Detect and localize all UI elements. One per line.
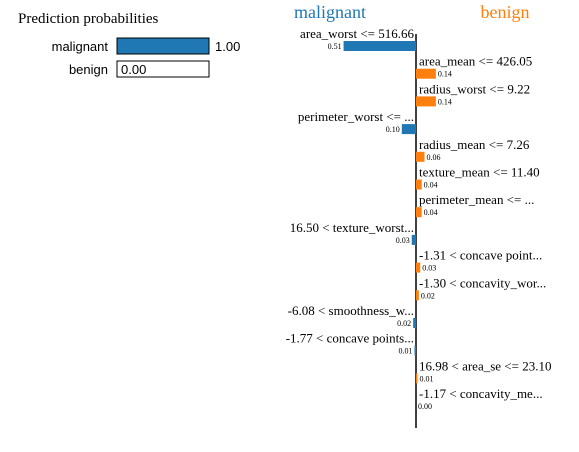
feature-bar-1 <box>416 69 436 79</box>
feature-weight-6: 0.04 <box>424 208 438 217</box>
feature-weight-8: 0.03 <box>422 264 436 273</box>
feature-bar-9 <box>416 290 419 300</box>
feature-bar-2 <box>416 96 436 106</box>
feature-label-3: perimeter_worst <= ... <box>298 109 414 124</box>
feature-weight-1: 0.14 <box>438 70 452 79</box>
probability-value-benign: 0.00 <box>121 62 146 77</box>
feature-label-10: -6.08 < smoothness_w... <box>288 303 414 318</box>
feature-weight-0: 0.51 <box>328 42 342 51</box>
feature-weight-11: 0.01 <box>399 347 413 356</box>
feature-bar-8 <box>416 263 420 273</box>
class-label-malignant: malignant <box>294 2 366 22</box>
feature-bar-3 <box>402 124 416 134</box>
feature-label-0: area_worst <= 516.66 <box>300 26 414 41</box>
feature-weight-10: 0.02 <box>397 319 411 328</box>
feature-label-12: 16.98 < area_se <= 23.10 <box>419 358 551 373</box>
feature-label-4: radius_mean <= 7.26 <box>419 137 530 152</box>
probability-bar-malignant <box>117 38 209 54</box>
feature-bar-6 <box>416 207 422 217</box>
feature-label-6: perimeter_mean <= ... <box>419 192 534 207</box>
feature-bar-7 <box>412 235 416 245</box>
feature-bar-4 <box>416 152 425 162</box>
feature-bar-0 <box>344 41 416 51</box>
feature-weight-9: 0.02 <box>421 291 435 300</box>
class-label-benign: benign <box>481 2 530 22</box>
feature-label-7: 16.50 < texture_worst... <box>290 220 414 235</box>
feature-weight-4: 0.06 <box>427 153 441 162</box>
feature-weights-chart: malignant benign area_worst <= 516.660.5… <box>286 2 552 428</box>
probability-value-malignant: 1.00 <box>215 39 240 54</box>
feature-weight-12: 0.01 <box>420 374 434 383</box>
feature-bar-10 <box>413 318 416 328</box>
feature-label-11: -1.77 < concave points... <box>286 331 414 346</box>
feature-bar-5 <box>416 180 422 190</box>
feature-label-2: radius_worst <= 9.22 <box>419 81 530 96</box>
feature-weight-3: 0.10 <box>386 125 400 134</box>
feature-weight-7: 0.03 <box>396 236 410 245</box>
feature-label-1: area_mean <= 426.05 <box>419 54 532 69</box>
feature-bar-12 <box>416 373 418 383</box>
feature-label-8: -1.31 < concave point... <box>419 248 542 263</box>
probability-label-benign: benign <box>69 62 108 77</box>
feature-weight-2: 0.14 <box>438 97 452 106</box>
feature-label-9: -1.30 < concavity_wor... <box>419 275 546 290</box>
probability-label-malignant: malignant <box>52 39 109 54</box>
feature-weight-13: 0.00 <box>418 402 432 411</box>
prediction-probabilities-panel: Prediction probabilities malignant 1.00 be… <box>18 11 240 77</box>
feature-weight-5: 0.04 <box>424 181 438 190</box>
feature-label-5: texture_mean <= 11.40 <box>419 165 540 180</box>
feature-bar-11 <box>415 346 417 356</box>
feature-label-13: -1.17 < concavity_me... <box>419 386 543 401</box>
prediction-probabilities-title: Prediction probabilities <box>18 11 159 27</box>
